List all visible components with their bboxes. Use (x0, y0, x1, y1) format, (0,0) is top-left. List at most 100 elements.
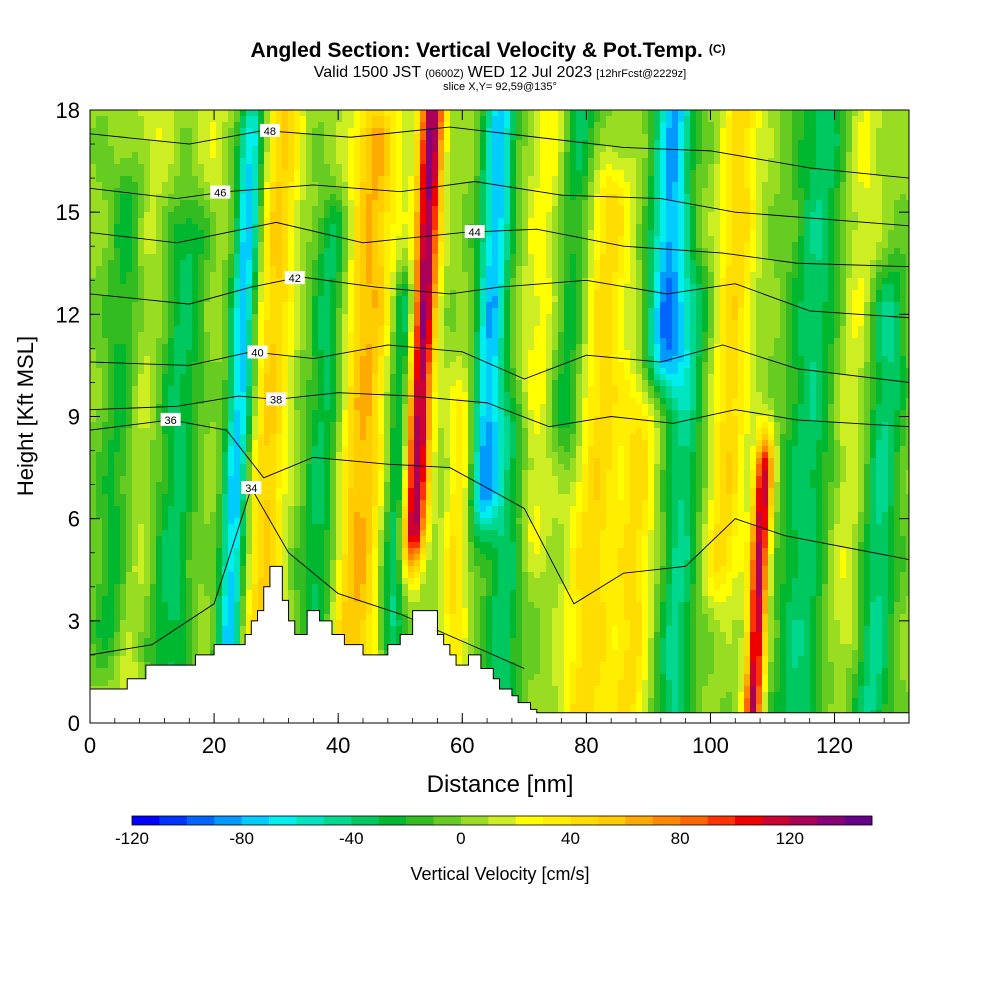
velocity-cell (318, 116, 325, 123)
velocity-cell (348, 380, 355, 387)
velocity-cell (210, 584, 217, 591)
velocity-cell (192, 182, 199, 189)
velocity-cell (180, 584, 187, 591)
velocity-cell (222, 572, 229, 579)
velocity-cell (228, 224, 235, 231)
velocity-cell (126, 224, 133, 231)
velocity-cell (282, 554, 289, 561)
velocity-cell (324, 362, 331, 369)
velocity-cell (378, 170, 385, 177)
velocity-cell (294, 314, 301, 321)
velocity-cell (114, 170, 121, 177)
velocity-cell (204, 632, 211, 639)
velocity-cell (90, 212, 97, 219)
velocity-cell (324, 422, 331, 429)
velocity-cell (288, 596, 295, 603)
velocity-cell (240, 404, 247, 411)
velocity-cell (342, 170, 349, 177)
velocity-cell (276, 488, 283, 495)
velocity-cell (168, 188, 175, 195)
velocity-cell (294, 518, 301, 525)
velocity-cell (108, 242, 115, 249)
velocity-cell (282, 440, 289, 447)
velocity-cell (216, 578, 223, 585)
velocity-cell (342, 368, 349, 375)
velocity-cell (108, 446, 115, 453)
velocity-cell (342, 272, 349, 279)
velocity-cell (174, 638, 181, 645)
velocity-cell (246, 314, 253, 321)
velocity-cell (372, 386, 379, 393)
velocity-cell (150, 428, 157, 435)
velocity-cell (252, 224, 259, 231)
velocity-cell (132, 530, 139, 537)
velocity-cell (138, 290, 145, 297)
velocity-cell (114, 128, 121, 135)
velocity-cell (204, 446, 211, 453)
velocity-cell (348, 602, 355, 609)
velocity-cell (144, 608, 151, 615)
velocity-cell (348, 260, 355, 267)
velocity-cell (372, 122, 379, 129)
velocity-cell (246, 626, 253, 633)
velocity-cell (138, 356, 145, 363)
velocity-cell (198, 398, 205, 405)
velocity-cell (186, 284, 193, 291)
velocity-cell (372, 146, 379, 153)
velocity-cell (162, 236, 169, 243)
velocity-cell (258, 398, 265, 405)
velocity-cell (354, 536, 361, 543)
velocity-cell (246, 386, 253, 393)
velocity-cell (174, 656, 181, 663)
velocity-cell (372, 242, 379, 249)
velocity-cell (288, 602, 295, 609)
velocity-cell (300, 542, 307, 549)
velocity-cell (354, 230, 361, 237)
velocity-cell (294, 596, 301, 603)
velocity-cell (300, 326, 307, 333)
velocity-cell (222, 446, 229, 453)
velocity-cell (336, 470, 343, 477)
velocity-cell (354, 608, 361, 615)
velocity-cell (330, 224, 337, 231)
velocity-cell (144, 650, 151, 657)
velocity-cell (216, 614, 223, 621)
velocity-cell (210, 434, 217, 441)
velocity-cell (216, 158, 223, 165)
velocity-cell (102, 152, 109, 159)
velocity-cell (108, 158, 115, 165)
velocity-cell (342, 554, 349, 561)
velocity-cell (126, 326, 133, 333)
velocity-cell (366, 446, 373, 453)
velocity-cell (312, 134, 319, 141)
velocity-cell (330, 332, 337, 339)
velocity-cell (132, 146, 139, 153)
velocity-cell (150, 176, 157, 183)
velocity-cell (312, 590, 319, 597)
velocity-cell (252, 314, 259, 321)
velocity-cell (330, 470, 337, 477)
velocity-cell (210, 452, 217, 459)
velocity-cell (270, 134, 277, 141)
velocity-cell (264, 176, 271, 183)
velocity-cell (192, 386, 199, 393)
velocity-cell (210, 230, 217, 237)
velocity-cell (294, 248, 301, 255)
velocity-cell (360, 134, 367, 141)
velocity-cell (318, 560, 325, 567)
velocity-cell (330, 620, 337, 627)
velocity-cell (186, 224, 193, 231)
velocity-cell (318, 194, 325, 201)
velocity-cell (282, 350, 289, 357)
velocity-cell (222, 536, 229, 543)
velocity-cell (126, 590, 133, 597)
velocity-cell (354, 344, 361, 351)
velocity-cell (132, 158, 139, 165)
velocity-cell (348, 284, 355, 291)
velocity-cell (216, 332, 223, 339)
velocity-cell (90, 458, 97, 465)
velocity-cell (126, 470, 133, 477)
velocity-cell (252, 422, 259, 429)
velocity-cell (348, 122, 355, 129)
velocity-cell (252, 584, 259, 591)
